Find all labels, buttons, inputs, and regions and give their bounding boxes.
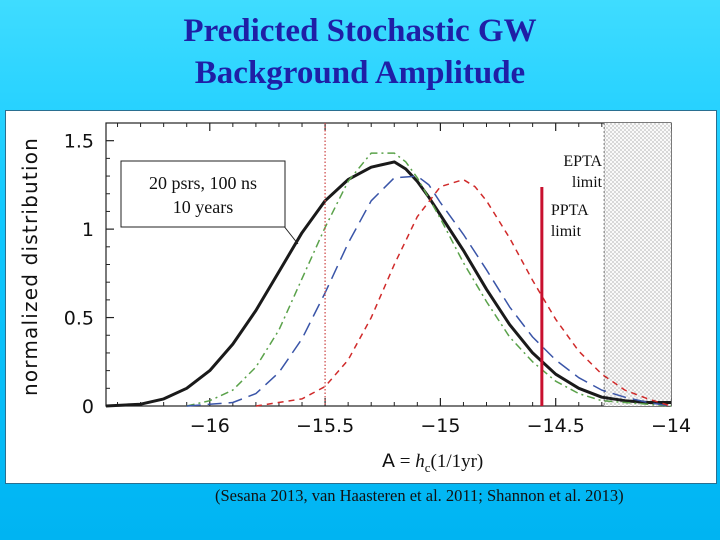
x-axis-label-equals: = [395, 451, 415, 472]
x-axis-label-argument: (1/1yr) [431, 451, 484, 472]
x-axis-label-subscript: c [425, 460, 431, 475]
x-axis-label: A = hc(1/1yr) [382, 450, 483, 475]
annotation-text-line: 20 psrs, 100 ns [149, 173, 257, 193]
x-tick-label: −15.5 [296, 415, 354, 437]
y-tick-label: 0.5 [64, 308, 94, 330]
annotation-text: 20 psrs, 100 ns 10 years [149, 173, 257, 217]
y-axis-label: normalized distribution [18, 137, 42, 396]
distribution-curve-longdash [186, 175, 672, 407]
x-axis-label-h: h [415, 451, 425, 472]
annotation-box [120, 160, 286, 228]
ppta-limit-label-line: PPTA [551, 202, 589, 219]
ppta-limit-label-line: limit [551, 223, 582, 240]
figure-panel: −16 −15.5 −15 −14.5 −14 0 0.5 1 1.5 normalized di… [5, 110, 717, 484]
distribution-curve-shortdash [255, 178, 672, 407]
citation: (Sesana 2013, van Haasteren et al. 2011;… [215, 486, 624, 505]
x-tick-label: −15 [420, 415, 460, 437]
x-tick-label: −14.5 [527, 415, 585, 437]
epta-limit-label-line: limit [572, 174, 603, 191]
slide-title-line-2: Background Amplitude [194, 55, 526, 91]
x-tick-label: −14 [651, 415, 691, 437]
x-tick-label: −16 [190, 415, 230, 437]
epta-limit-label: EPTA limit [563, 153, 602, 191]
slide-title-line-1: Predicted Stochastic GW [183, 13, 537, 49]
x-axis-label-symbol: A [382, 450, 395, 472]
y-tick-label: 1 [82, 219, 94, 241]
distribution-curve-dashdot [186, 152, 672, 407]
epta-excluded-region [604, 123, 671, 406]
ppta-limit-label: PPTA limit [551, 202, 589, 240]
annotation-text-line: 10 years [173, 197, 233, 217]
epta-limit-label-line: EPTA [563, 153, 602, 170]
annotation-pointer [282, 224, 299, 245]
distribution-curve-solid [105, 160, 671, 408]
amplitude-distribution-chart: −16 −15.5 −15 −14.5 −14 0 0.5 1 1.5 normalized di… [18, 122, 691, 475]
y-tick-label: 1.5 [64, 131, 94, 153]
slide-title: Predicted Stochastic GW Background Ampli… [0, 10, 720, 94]
y-tick-label: 0 [82, 396, 94, 418]
